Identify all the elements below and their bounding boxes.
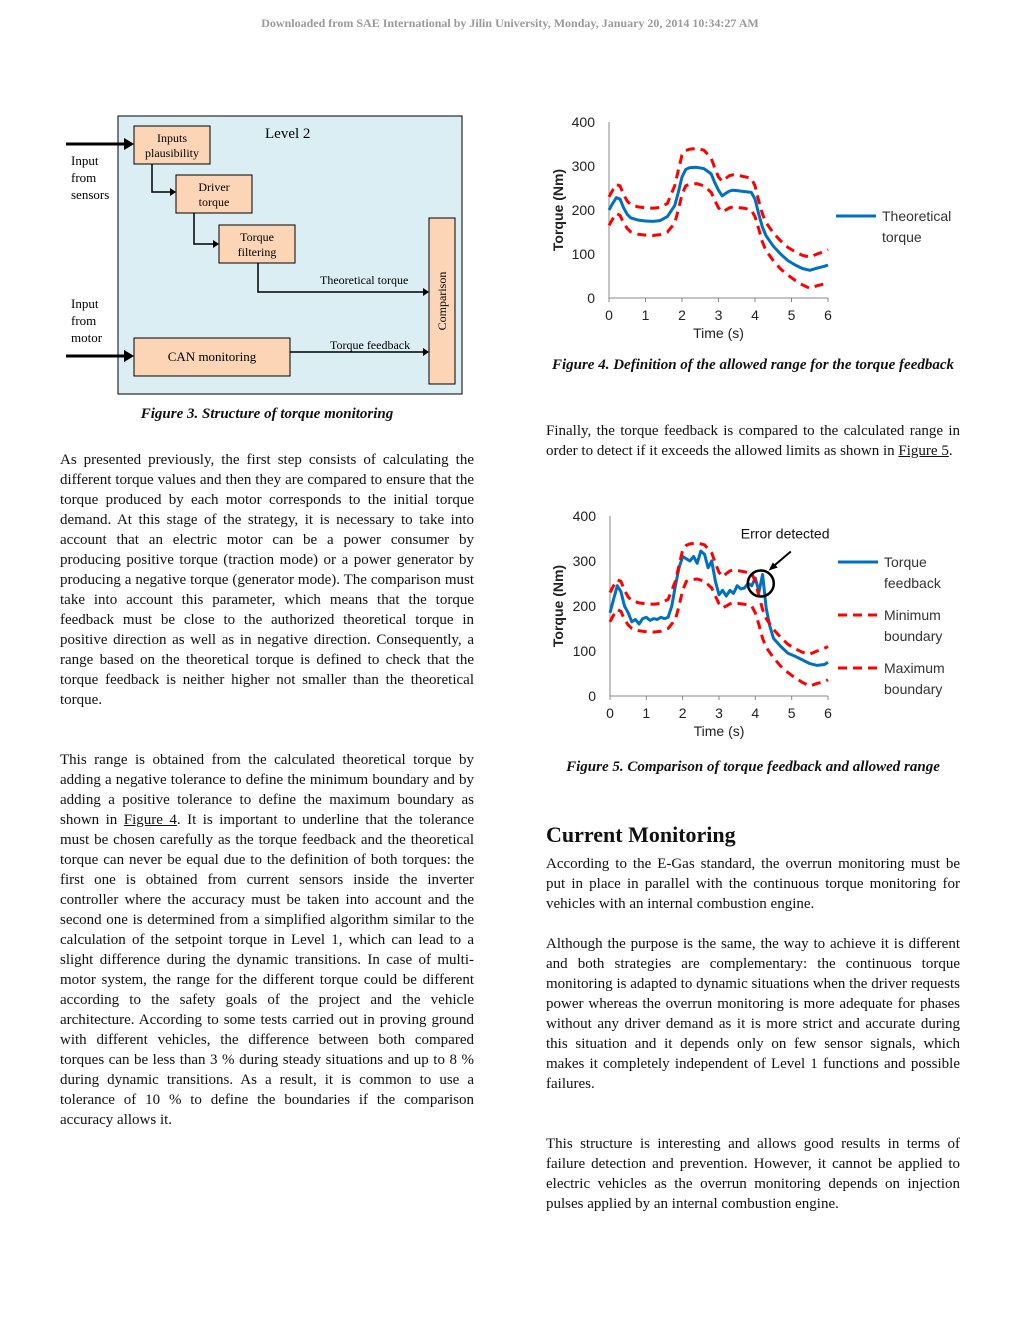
fig4-xtick-label: 6: [824, 307, 832, 323]
level2-title: Level 2: [265, 126, 310, 142]
left-paragraph-2-before: This range is obtained from the calculat…: [60, 752, 474, 828]
input-motor-line3: motor: [71, 330, 103, 345]
fig5-ytick-label: 400: [573, 508, 597, 524]
input-motor-line1: Input: [71, 296, 99, 311]
fig5-xtick-label: 1: [642, 705, 650, 721]
driver-torque-line1: Driver: [198, 180, 229, 194]
left-paragraph-1: As presented previously, the first step …: [60, 452, 474, 708]
inputs-plausibility-block: [133, 125, 211, 165]
figure5-caption: Figure 5. Comparison of torque feedback …: [566, 759, 940, 775]
fig4-ytick-label: 100: [572, 246, 596, 262]
fig5-y-axis-title: Torque (Nm): [550, 565, 566, 647]
left-paragraph-2: This range is obtained from the calculat…: [60, 750, 474, 1130]
driver-torque-line2: torque: [199, 195, 230, 209]
figure3-caption: Figure 3. Structure of torque monitoring: [140, 406, 394, 422]
right-paragraph-4: This structure is interesting and allows…: [546, 1136, 960, 1212]
fig4-y-axis-title: Torque (Nm): [550, 169, 566, 251]
section-heading: Current Monitoring: [546, 822, 736, 847]
fig4-xtick-label: 1: [642, 307, 650, 323]
fig4-ytick-label: 300: [572, 158, 596, 174]
error-arrowhead: [768, 562, 778, 571]
inputs-plausibility-line2: plausibility: [145, 146, 199, 160]
comparison-block: [428, 217, 456, 385]
fig5-x-axis-title: Time (s): [694, 723, 745, 739]
connector-driver-filter-head: [213, 240, 219, 248]
error-circle: [746, 569, 776, 598]
fig5-ytick-label: 100: [573, 643, 597, 659]
fig4-ytick-label: 0: [587, 290, 595, 306]
fig5-xtick-label: 5: [788, 705, 796, 721]
figure4-chart: 0 100 200 300 400 0 1 2 3 4 5 6 Time (s) Torque (Nm) T…: [550, 114, 951, 341]
input-sensors-line3: sensors: [71, 187, 109, 202]
fig5-ytick-label: 0: [588, 688, 596, 704]
can-monitoring-block: [133, 337, 291, 377]
figure4-link[interactable]: Figure 4: [123, 812, 177, 828]
connector-inputs-driver-head: [170, 188, 176, 196]
fig4-series-line-1: [607, 146, 829, 259]
fig4-xtick-label: 0: [605, 307, 613, 323]
right-paragraph-1-before: Finally, the torque feedback is compared…: [546, 423, 960, 459]
fig5-legend-label-1: Minimum: [884, 607, 941, 623]
right-paragraph-2: According to the E-Gas standard, the ove…: [546, 856, 960, 912]
connector-can-comparison-head: [423, 348, 429, 356]
fig4-x-axis-title: Time (s): [693, 325, 744, 341]
figure5-chart: 0 100 200 300 400 0 1 2 3 4 5 6 Time (s) Torque (Nm) T…: [550, 508, 945, 739]
right-paragraph-1-after: .: [948, 443, 953, 459]
inputs-plausibility-line1: Inputs: [157, 131, 187, 145]
torque-filtering-line2: filtering: [238, 245, 277, 259]
fig4-series-line-0: [607, 165, 829, 272]
error-detected-label: Error detected: [741, 526, 830, 542]
connector-inputs-driver: [151, 164, 170, 193]
fig5-ytick-label: 300: [573, 553, 597, 569]
driver-torque-block: [175, 174, 253, 214]
fig5-legend-label-2: Maximum: [884, 660, 945, 676]
connector-driver-filter: [193, 213, 213, 245]
fig4-series-line-2: [607, 182, 829, 290]
can-monitoring-label: CAN monitoring: [168, 349, 257, 364]
left-paragraph-2-after: . It is important to underline that the …: [60, 812, 474, 1128]
fig5-xtick-label: 0: [606, 705, 614, 721]
fig5-legend-label-0: Torque: [884, 554, 927, 570]
fig5-legend-label-0-cont: feedback: [884, 575, 942, 591]
fig5-legend-label-2-cont: boundary: [884, 681, 942, 697]
figure4-caption: Figure 4. Definition of the allowed rang…: [551, 357, 955, 373]
figure5-link[interactable]: Figure 5: [898, 443, 949, 459]
sensor-input-arrowhead: [124, 138, 134, 150]
fig4-ytick-label: 400: [572, 114, 596, 130]
fig4-legend-label-0: Theoretical: [882, 208, 951, 224]
figure3-diagram: Level 2 Input from sensors Input from mo…: [66, 115, 463, 395]
connector-filter-comparison-head: [423, 288, 429, 296]
fig4-xtick-label: 4: [751, 307, 759, 323]
motor-input-arrowhead: [124, 350, 134, 362]
fig4-xtick-label: 3: [715, 307, 723, 323]
download-header: Downloaded from SAE International by Jil…: [261, 16, 759, 30]
comparison-label: Comparison: [435, 272, 449, 331]
torque-filtering-line1: Torque: [240, 230, 274, 244]
input-motor-line2: from: [71, 313, 96, 328]
fig4-ytick-label: 200: [572, 202, 596, 218]
right-paragraph-3: Although the purpose is the same, the wa…: [546, 936, 960, 1092]
theoretical-torque-label: Theoretical torque: [320, 273, 408, 287]
connector-filter-comparison: [257, 263, 423, 293]
fig5-series-line-2: [608, 541, 829, 656]
fig5-legend-label-1-cont: boundary: [884, 628, 942, 644]
torque-feedback-label: Torque feedback: [330, 338, 410, 352]
fig5-xtick-label: 2: [679, 705, 687, 721]
fig4-xtick-label: 5: [788, 307, 796, 323]
fig5-series-line-0: [608, 549, 829, 667]
fig5-xtick-label: 6: [824, 705, 832, 721]
right-paragraph-1: Finally, the torque feedback is compared…: [546, 421, 960, 461]
fig5-ytick-label: 200: [573, 598, 597, 614]
fig5-xtick-label: 3: [715, 705, 723, 721]
fig5-xtick-label: 4: [751, 705, 759, 721]
fig4-legend-label-0-cont: torque: [882, 229, 922, 245]
input-sensors-line1: Input: [71, 153, 99, 168]
fig5-series-line-1: [608, 577, 829, 688]
input-sensors-line2: from: [71, 170, 96, 185]
fig4-xtick-label: 2: [678, 307, 686, 323]
